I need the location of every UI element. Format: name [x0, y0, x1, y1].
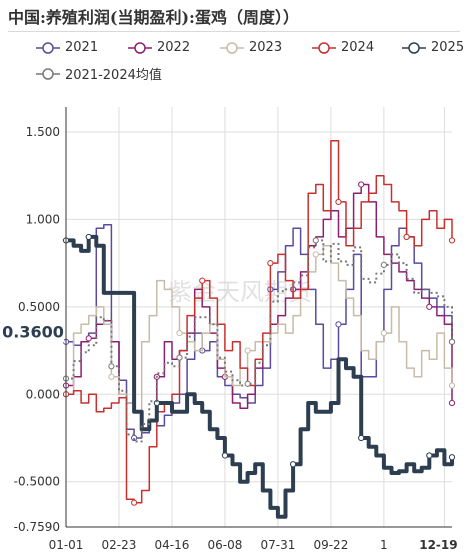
series-2021 — [62, 223, 456, 442]
y-tick-label: 0.5000 — [18, 300, 60, 314]
series-2023 — [62, 244, 456, 413]
current-value-box — [2, 320, 64, 343]
series-2021-2024均值 — [62, 237, 456, 443]
legend-label: 2021 — [65, 40, 99, 55]
x-tick-label: 09-22 — [313, 538, 348, 552]
data-point — [267, 260, 274, 267]
legend-swatch — [402, 41, 426, 54]
legend-item-2021-2024均值: 2021-2024均值 — [36, 64, 162, 83]
y-tick-label: 1.500 — [26, 125, 60, 139]
legend-swatch — [128, 41, 152, 54]
data-point — [289, 461, 297, 468]
y-tick-label: -0.5000 — [14, 475, 60, 489]
data-point — [335, 198, 342, 206]
data-point — [312, 251, 319, 258]
series-line — [66, 244, 453, 413]
data-point — [108, 373, 115, 380]
data-point — [448, 382, 456, 389]
chart-legend: 2021 2022 2023 2024 2025 2021-2024均值 — [0, 36, 467, 88]
legend-label: 2025 — [431, 40, 465, 55]
data-point — [199, 277, 206, 284]
data-point — [448, 338, 456, 345]
legend-label: 2022 — [157, 40, 191, 55]
series-line — [66, 234, 454, 519]
data-point — [221, 452, 229, 459]
legend-item-2021: 2021 — [36, 40, 98, 55]
series-2024 — [62, 139, 456, 506]
x-tick-label: 06-08 — [208, 538, 243, 552]
watermark-layer: 紫金天风期货 — [168, 278, 312, 306]
data-point — [426, 303, 433, 310]
watermark: 紫金天风期货 — [168, 278, 312, 306]
title-divider — [8, 31, 460, 32]
x-tick-label: 01-01 — [49, 538, 84, 552]
data-point — [312, 237, 319, 244]
data-point — [335, 321, 342, 328]
data-point — [426, 452, 433, 459]
legend-swatch — [36, 41, 60, 54]
series-layer — [62, 139, 456, 519]
data-point — [85, 335, 92, 342]
data-point — [448, 399, 456, 407]
legend-swatch — [36, 67, 60, 80]
axis-layer: 1.500 1.000 0.5000 0.000 -0.5000 -0.7590 01-01… — [2, 107, 458, 552]
current-value-callout: 0.3600 — [2, 320, 64, 343]
data-point — [448, 237, 456, 244]
legend-item-2023: 2023 — [220, 40, 282, 55]
data-point — [244, 347, 251, 354]
series-line — [66, 223, 453, 439]
chart-title: 中国:养殖利润(当期盈利):蛋鸡（周度）） — [8, 8, 299, 27]
y-tick-label: 0.000 — [26, 387, 60, 401]
data-point — [358, 181, 365, 188]
data-point — [448, 454, 456, 461]
y-tick-label: -0.7590 — [14, 520, 60, 534]
x-tick-label: 07-31 — [260, 538, 295, 552]
data-point — [380, 329, 387, 337]
legend-item-2024: 2024 — [312, 40, 374, 55]
legend-label: 2024 — [341, 40, 375, 55]
data-point — [244, 380, 251, 387]
data-point — [131, 499, 138, 506]
x-tick-label: 12-19 — [419, 538, 457, 552]
data-point — [358, 434, 365, 442]
data-point — [380, 261, 387, 268]
legend-item-2022: 2022 — [128, 40, 190, 55]
data-point — [176, 329, 183, 337]
series-2025 — [62, 233, 456, 519]
legend-swatch — [312, 41, 336, 54]
series-line — [66, 139, 453, 504]
x-tick-label: 02-23 — [102, 538, 137, 552]
legend-swatch — [220, 41, 244, 54]
legend-label: 2023 — [249, 40, 283, 55]
current-value-label: 0.3600 — [2, 322, 64, 341]
data-point — [403, 233, 410, 241]
data-point — [131, 434, 138, 442]
x-tick-label: 1 — [380, 538, 388, 552]
series-line — [66, 239, 453, 443]
y-tick-label: 1.000 — [26, 212, 60, 226]
data-point — [108, 363, 115, 370]
legend-item-2025: 2025 — [402, 40, 464, 55]
data-point — [85, 233, 92, 241]
data-point — [176, 354, 183, 361]
legend-label: 2021-2024均值 — [65, 68, 162, 83]
x-tick-label: 04-16 — [155, 538, 190, 552]
